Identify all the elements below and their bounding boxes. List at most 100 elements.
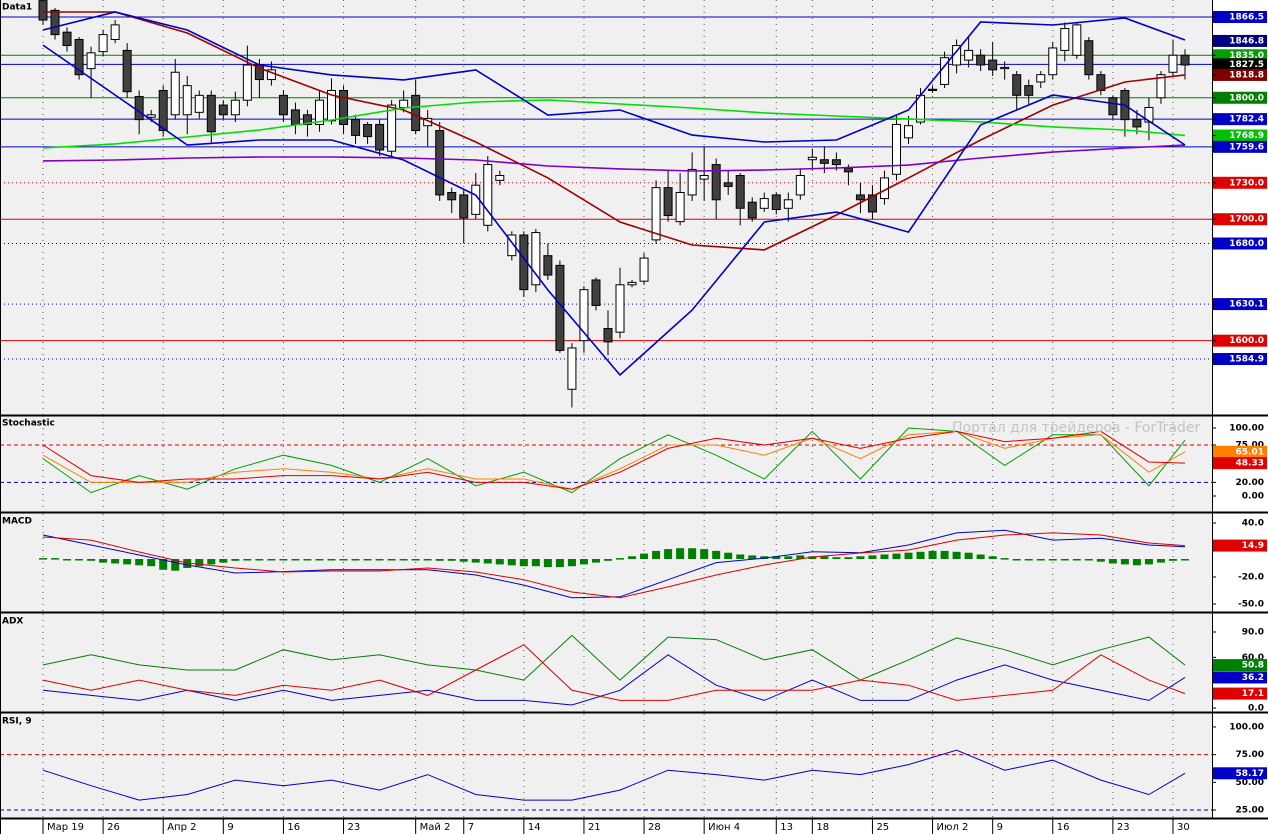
candle-body: [1132, 119, 1142, 128]
y-tick-label: 1584.9: [1229, 355, 1264, 365]
candle-body: [242, 64, 252, 101]
candle-body: [351, 119, 361, 136]
histogram-bar: [123, 558, 132, 565]
series-line: [42, 44, 1186, 377]
candle-body: [290, 109, 300, 125]
candle-body: [182, 85, 192, 116]
histogram-bar: [411, 558, 420, 561]
candle-body: [603, 328, 613, 343]
histogram-bar: [135, 558, 144, 566]
candle-body: [928, 88, 938, 91]
histogram-bar: [579, 558, 588, 565]
histogram-bar: [435, 558, 444, 561]
tick-label-box: [1213, 176, 1267, 189]
x-tick-label: 25: [876, 822, 889, 833]
candle-body: [819, 159, 829, 164]
histogram-bar: [519, 558, 528, 567]
histogram-bar: [75, 558, 84, 561]
histogram-bar: [567, 558, 576, 567]
candle-body: [579, 289, 589, 342]
y-tick-label: 100.00: [1229, 423, 1264, 433]
histogram-bar: [279, 558, 288, 561]
histogram-bar: [447, 558, 456, 561]
tick-label-box: [1213, 49, 1267, 62]
candle-body: [891, 123, 901, 175]
panel-title: ADX: [2, 617, 23, 627]
histogram-bar: [459, 558, 468, 562]
histogram-bar: [315, 558, 324, 561]
candle-body: [904, 125, 914, 139]
candle-body: [399, 99, 409, 108]
histogram-bar: [471, 558, 480, 563]
panel-title: MACD: [2, 517, 32, 527]
histogram-bar: [1024, 558, 1033, 561]
value-label: 65.01: [1236, 447, 1264, 457]
histogram-bar: [1132, 558, 1141, 566]
histogram-bar: [1060, 558, 1069, 561]
histogram-bar: [51, 558, 60, 560]
series-line: [42, 749, 1186, 801]
candle-body: [1180, 54, 1190, 66]
histogram-bar: [1168, 558, 1177, 561]
candle-body: [976, 54, 986, 66]
candle-body: [639, 257, 649, 282]
x-tick-label: 7: [468, 822, 474, 833]
candle-body: [375, 123, 385, 151]
value-label: 14.9: [1242, 541, 1264, 551]
histogram-bar: [483, 558, 492, 564]
series-line: [42, 644, 1186, 701]
y-tick-label: 1782.4: [1229, 115, 1264, 125]
histogram-bar: [748, 555, 757, 559]
candle-body: [627, 281, 637, 286]
tick-label-box: [1213, 91, 1267, 104]
series-line: [43, 11, 1186, 251]
histogram-bar: [423, 558, 432, 561]
y-tick-label: 75.00: [1236, 440, 1264, 450]
histogram-bar: [327, 558, 336, 561]
candle-body: [134, 96, 144, 121]
x-tick-label: 28: [648, 822, 661, 833]
candle-body: [831, 159, 841, 166]
x-tick-label: Апр 2: [167, 822, 196, 833]
candle-body: [278, 94, 288, 116]
candle-body: [1156, 74, 1166, 99]
value-label: 48.33: [1236, 459, 1264, 469]
histogram-bar: [940, 550, 949, 559]
x-tick-label: 13: [780, 822, 793, 833]
histogram-bar: [531, 558, 540, 567]
panel: [42, 614, 1186, 712]
candle-body: [194, 94, 204, 113]
candle-body: [62, 31, 72, 47]
value-label: 17.1: [1242, 689, 1264, 699]
y-tick-label: 1700.0: [1229, 215, 1264, 225]
histogram-bar: [231, 558, 240, 561]
series-line: [42, 427, 1186, 494]
value-label-box: [1213, 457, 1267, 470]
histogram-bar: [640, 553, 649, 559]
histogram-bar: [207, 558, 216, 565]
series-line: [42, 532, 1186, 599]
candle-body: [807, 156, 817, 161]
candle-body: [170, 71, 180, 116]
series-line: [42, 634, 1186, 681]
candle-body: [1048, 47, 1058, 76]
x-tick-label: Июл 2: [937, 822, 969, 833]
y-tick-label: 1730.0: [1229, 178, 1264, 188]
histogram-bar: [628, 556, 637, 559]
candle-body: [964, 49, 974, 61]
candle-body: [495, 174, 505, 181]
x-tick-label: 23: [1117, 822, 1130, 833]
panel-title: RSI, 9: [2, 717, 32, 727]
candle-body: [1084, 40, 1094, 76]
histogram-bar: [772, 556, 781, 559]
histogram-bar: [555, 558, 564, 568]
y-tick-label: 50.00: [1236, 778, 1264, 788]
candle-body: [1072, 24, 1082, 56]
x-tick-label: 14: [528, 822, 541, 833]
tick-label-box: [1213, 113, 1267, 126]
candle-body: [435, 130, 445, 196]
watermark: Портал для трейдеров - ForTrader: [952, 420, 1201, 436]
candle-body: [327, 89, 337, 122]
histogram-bar: [39, 558, 47, 560]
y-tick-label: -20.0: [1238, 572, 1264, 582]
